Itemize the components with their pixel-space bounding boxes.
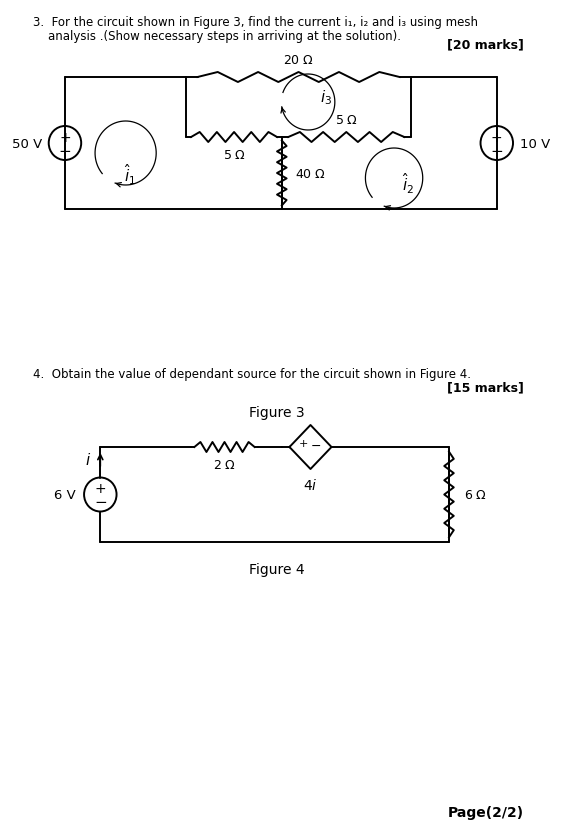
Text: −: −	[490, 143, 503, 158]
Text: Figure 3: Figure 3	[249, 405, 305, 419]
Text: Figure 4: Figure 4	[249, 562, 305, 576]
Text: −: −	[59, 143, 71, 158]
Text: 6 $\Omega$: 6 $\Omega$	[464, 489, 487, 501]
Text: 6 V: 6 V	[54, 489, 75, 501]
Text: 50 V: 50 V	[12, 137, 42, 151]
Text: 4$\it{i}$: 4$\it{i}$	[303, 477, 318, 492]
Text: −: −	[311, 439, 321, 452]
Text: $i_3$: $i_3$	[320, 88, 332, 108]
Text: 2 $\Omega$: 2 $\Omega$	[213, 458, 236, 471]
Text: $\hat{i}_1$: $\hat{i}_1$	[124, 162, 137, 186]
Text: 40 $\Omega$: 40 $\Omega$	[295, 167, 326, 180]
Text: $\hat{i}_2$: $\hat{i}_2$	[401, 171, 414, 196]
Text: analysis .(Show necessary steps in arriving at the solution).: analysis .(Show necessary steps in arriv…	[33, 30, 401, 43]
Text: [20 marks]: [20 marks]	[446, 38, 524, 51]
Text: Page(2/2): Page(2/2)	[448, 805, 524, 819]
Text: 20 $\Omega$: 20 $\Omega$	[283, 54, 314, 67]
Text: [15 marks]: [15 marks]	[446, 380, 524, 394]
Text: 5 $\Omega$: 5 $\Omega$	[335, 114, 358, 127]
Text: 4.  Obtain the value of dependant source for the circuit shown in Figure 4.: 4. Obtain the value of dependant source …	[33, 367, 471, 380]
Text: +: +	[94, 482, 106, 496]
Text: 3.  For the circuit shown in Figure 3, find the current i₁, i₂ and i₃ using mesh: 3. For the circuit shown in Figure 3, fi…	[33, 16, 479, 29]
Text: 5 $\Omega$: 5 $\Omega$	[222, 149, 245, 162]
Text: +: +	[491, 131, 503, 145]
Text: +: +	[59, 131, 71, 145]
Text: −: −	[94, 495, 107, 509]
Text: +: +	[299, 438, 309, 448]
Text: $i$: $i$	[85, 452, 91, 467]
Text: 10 V: 10 V	[520, 137, 550, 151]
